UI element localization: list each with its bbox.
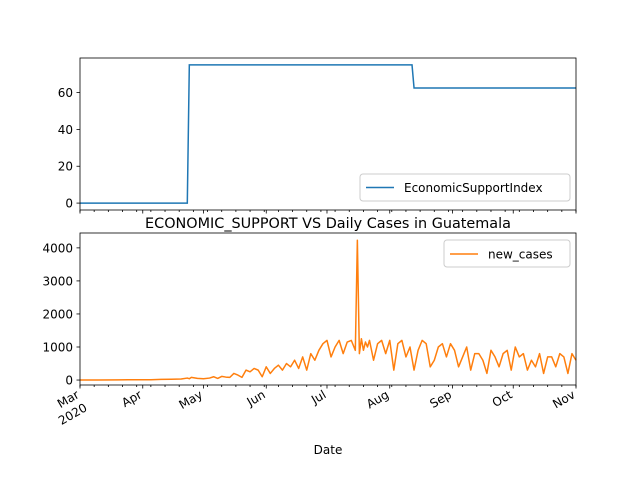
bottom-legend-label: new_cases (488, 248, 553, 262)
x-axis-label: Date (314, 443, 343, 457)
daily-cases-axes: ECONOMIC_SUPPORT VS Daily Cases in Guate… (42, 216, 577, 457)
top-legend-label: EconomicSupportIndex (404, 181, 543, 195)
bottom-y-tick-label: 4000 (42, 241, 73, 255)
bottom-x-tick-label: Nov (550, 387, 577, 411)
daily-cases-series-layer (79, 239, 577, 381)
bottom-y-tick-label: 0 (65, 374, 73, 388)
bottom-x-tick-label: May (177, 387, 205, 412)
bottom-y-tick-label: 3000 (42, 274, 73, 288)
top-legend-box (359, 173, 571, 202)
bottom-x-tick-label: Oct (490, 387, 515, 410)
economic-support-line (80, 64, 576, 204)
bottom-y-axis: 0 1000 2000 3000 4000 (42, 241, 80, 388)
bottom-x-tick-label: Jul (308, 387, 328, 407)
top-y-axis: 0 20 40 60 (58, 86, 80, 211)
bottom-x-tick-label: Aug (364, 387, 391, 411)
bottom-x-tick-label: Sep (427, 387, 454, 410)
top-legend: EconomicSupportIndex (359, 173, 571, 202)
top-axes-frame (79, 57, 577, 211)
bottom-legend: new_cases (443, 239, 571, 268)
top-y-tick-label: 40 (58, 123, 73, 137)
top-y-tick-label: 60 (58, 86, 73, 100)
chart-title: ECONOMIC_SUPPORT VS Daily Cases in Guate… (145, 216, 511, 232)
bottom-y-tick-label: 1000 (42, 341, 73, 355)
bottom-x-tick-label: Jun (244, 387, 268, 409)
top-y-tick-label: 20 (58, 160, 73, 174)
bottom-y-tick-label: 2000 (42, 307, 73, 321)
top-y-tick-label: 0 (65, 197, 73, 211)
bottom-axes-frame (79, 232, 577, 386)
bottom-legend-box (443, 239, 571, 268)
new-cases-line (79, 239, 577, 381)
economic-support-series-layer (80, 64, 576, 204)
bottom-x-tick-label: Apr (119, 387, 144, 410)
top-x-axis (79, 210, 577, 214)
economic-support-axes: 0 20 40 60 EconomicSupportIndex (58, 57, 577, 214)
